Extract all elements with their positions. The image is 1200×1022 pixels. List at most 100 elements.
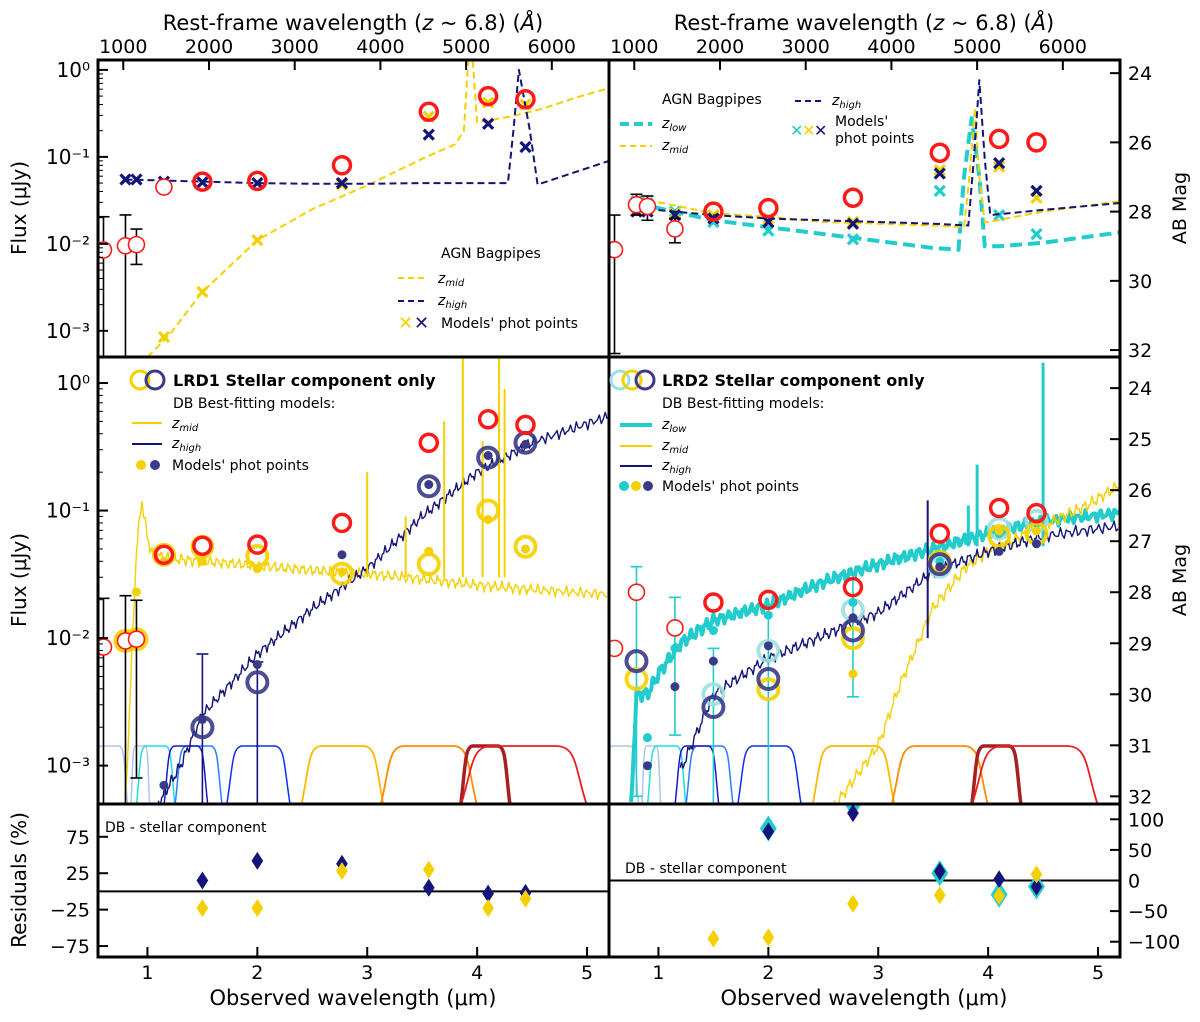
observed-point (1026, 502, 1047, 524)
x-tick-label: 3 (872, 962, 884, 984)
observed-point (247, 170, 268, 192)
legend-phot-yellow-marker: ✕ (398, 313, 413, 334)
filter-curve-5 (163, 745, 209, 804)
legend-middle-right: LRD2 Stellar component only DB Best-fitt… (609, 369, 925, 495)
phot-point-zhigh (337, 550, 347, 560)
y-tick-label: 10⁻³ (46, 754, 90, 778)
model-line-zhigh (636, 79, 1120, 227)
phot-point-zmid-stroke-b (992, 160, 1006, 173)
filter-curve-2 (135, 745, 176, 804)
top-tick-label: 3000 (271, 36, 319, 58)
filter-curve-3 (685, 745, 734, 804)
phot-point-zhigh-stroke-b (130, 173, 143, 186)
phot-point-zmid (131, 587, 141, 597)
right-tick-label: 24 (1128, 63, 1152, 85)
phot-point-zhigh-stroke-b (196, 176, 209, 189)
phot-point-zhigh (642, 761, 652, 771)
legend-phot-navy-marker: ✕ (814, 121, 827, 140)
observed-point (666, 220, 684, 238)
top-axis-label-left: Rest-frame wavelength (z ~ 6.8) (Å) (163, 9, 543, 35)
phot-point-zhigh (708, 656, 718, 666)
phot-point-zhigh (252, 660, 262, 670)
legend-phot-label: Models' phot points (662, 479, 799, 495)
phot-point-zlow (846, 233, 860, 246)
observed-point (758, 197, 779, 219)
legend-subtitle: DB Best-fitting models: (173, 396, 335, 412)
right-tick-label: 31 (1128, 735, 1152, 757)
legend-phot-label-line1: Models' (835, 114, 888, 130)
legend-top-right: AGN Bagpipes zlow zmid zhigh ✕ ✕ ✕ Model… (620, 92, 914, 156)
phot-point-zmid (1031, 526, 1041, 536)
y-tick-label: 10⁰ (57, 58, 90, 82)
model-line-zmid (146, 60, 609, 357)
legend-phot-label: Models' phot points (172, 458, 309, 474)
phot-point-zhigh-stroke-b (519, 140, 532, 154)
phot-point-zhigh (994, 546, 1004, 556)
filter-curve-6 (300, 745, 385, 804)
phot-point-zmid (848, 669, 858, 679)
phot-point-zmid (197, 556, 207, 566)
phot-point-zhigh-stroke-b (992, 157, 1006, 170)
phot-point-zhigh (119, 173, 132, 186)
observed-point (418, 101, 440, 123)
phot-point-zhigh (1030, 184, 1043, 197)
legend-zlow-label: zlow (661, 417, 687, 435)
residual-point-zmid (519, 889, 532, 908)
residual-y-tick-label: −75 (50, 936, 90, 958)
filter-curve-5 (674, 745, 720, 804)
filter-curve-4 (226, 745, 291, 804)
observed-point (192, 171, 213, 192)
top-tick-label: 6000 (1039, 36, 1087, 58)
filter-curve-7 (890, 745, 989, 804)
legend-phot-cyan-dot (619, 481, 629, 491)
phot-point-zmid-stroke-b (481, 96, 495, 109)
observed-point (988, 497, 1010, 519)
residual-point-zhigh (762, 822, 775, 841)
model-line-zlow (636, 116, 1120, 252)
phot-point-zhigh (159, 780, 169, 790)
observed-point (127, 235, 146, 254)
residual-point-zhigh (196, 871, 209, 890)
y-tick-label: 10⁻³ (46, 319, 90, 343)
top-axis-label-right: Rest-frame wavelength (z ~ 6.8) (Å) (674, 9, 1054, 35)
fit-circle-zhigh (701, 695, 726, 720)
residual-right-tick-label: −100 (1128, 932, 1180, 954)
error-bar-zlow (630, 565, 643, 798)
y-tick-label: 10⁰ (57, 371, 90, 395)
phot-point-zlow (1030, 227, 1043, 241)
legend-zhigh-label: zhigh (171, 436, 201, 454)
phot-point-zhigh (483, 451, 493, 461)
observed-point (842, 187, 864, 209)
residual-right-tick-label: −50 (1128, 901, 1168, 923)
right-tick-label: 25 (1128, 429, 1152, 451)
phot-point-zhigh (519, 140, 532, 154)
legend-phot-yellow-dot (136, 460, 146, 470)
y-tick-label: 10⁻² (46, 626, 90, 650)
legend-zhigh-label: zhigh (437, 293, 467, 311)
model-line-zhigh (125, 68, 609, 186)
residual-point-zmid (707, 929, 720, 948)
phot-point-zhigh (422, 128, 435, 141)
error-bar-zlow (668, 596, 681, 736)
residual-point-zmid (993, 886, 1005, 905)
residual-y-tick-label: 25 (66, 863, 90, 885)
x-tick-label: 4 (982, 962, 994, 984)
residual-point-zhigh (251, 851, 264, 870)
top-tick-label: 5000 (953, 36, 1001, 58)
filter-curve-3 (174, 745, 223, 804)
observed-point (1026, 132, 1047, 153)
legend-phot-navy-dot (150, 460, 160, 470)
residual-point-zmid (422, 860, 435, 879)
phot-point-zlow (848, 597, 858, 607)
phot-point-zmid (157, 330, 171, 344)
fit-circle-zmid (624, 666, 649, 691)
observed-point (703, 201, 724, 222)
panel-frame-bottom-right (607, 802, 1122, 959)
residual-point-zmid (482, 899, 494, 918)
top-tick-label: 2000 (696, 36, 744, 58)
phot-point-zmid (337, 567, 347, 577)
fit-circle-zlow (756, 638, 781, 663)
legend-title: LRD2 Stellar component only (662, 371, 925, 390)
phot-point-zmid (196, 285, 209, 299)
residual-y-tick-label: −25 (50, 900, 90, 922)
